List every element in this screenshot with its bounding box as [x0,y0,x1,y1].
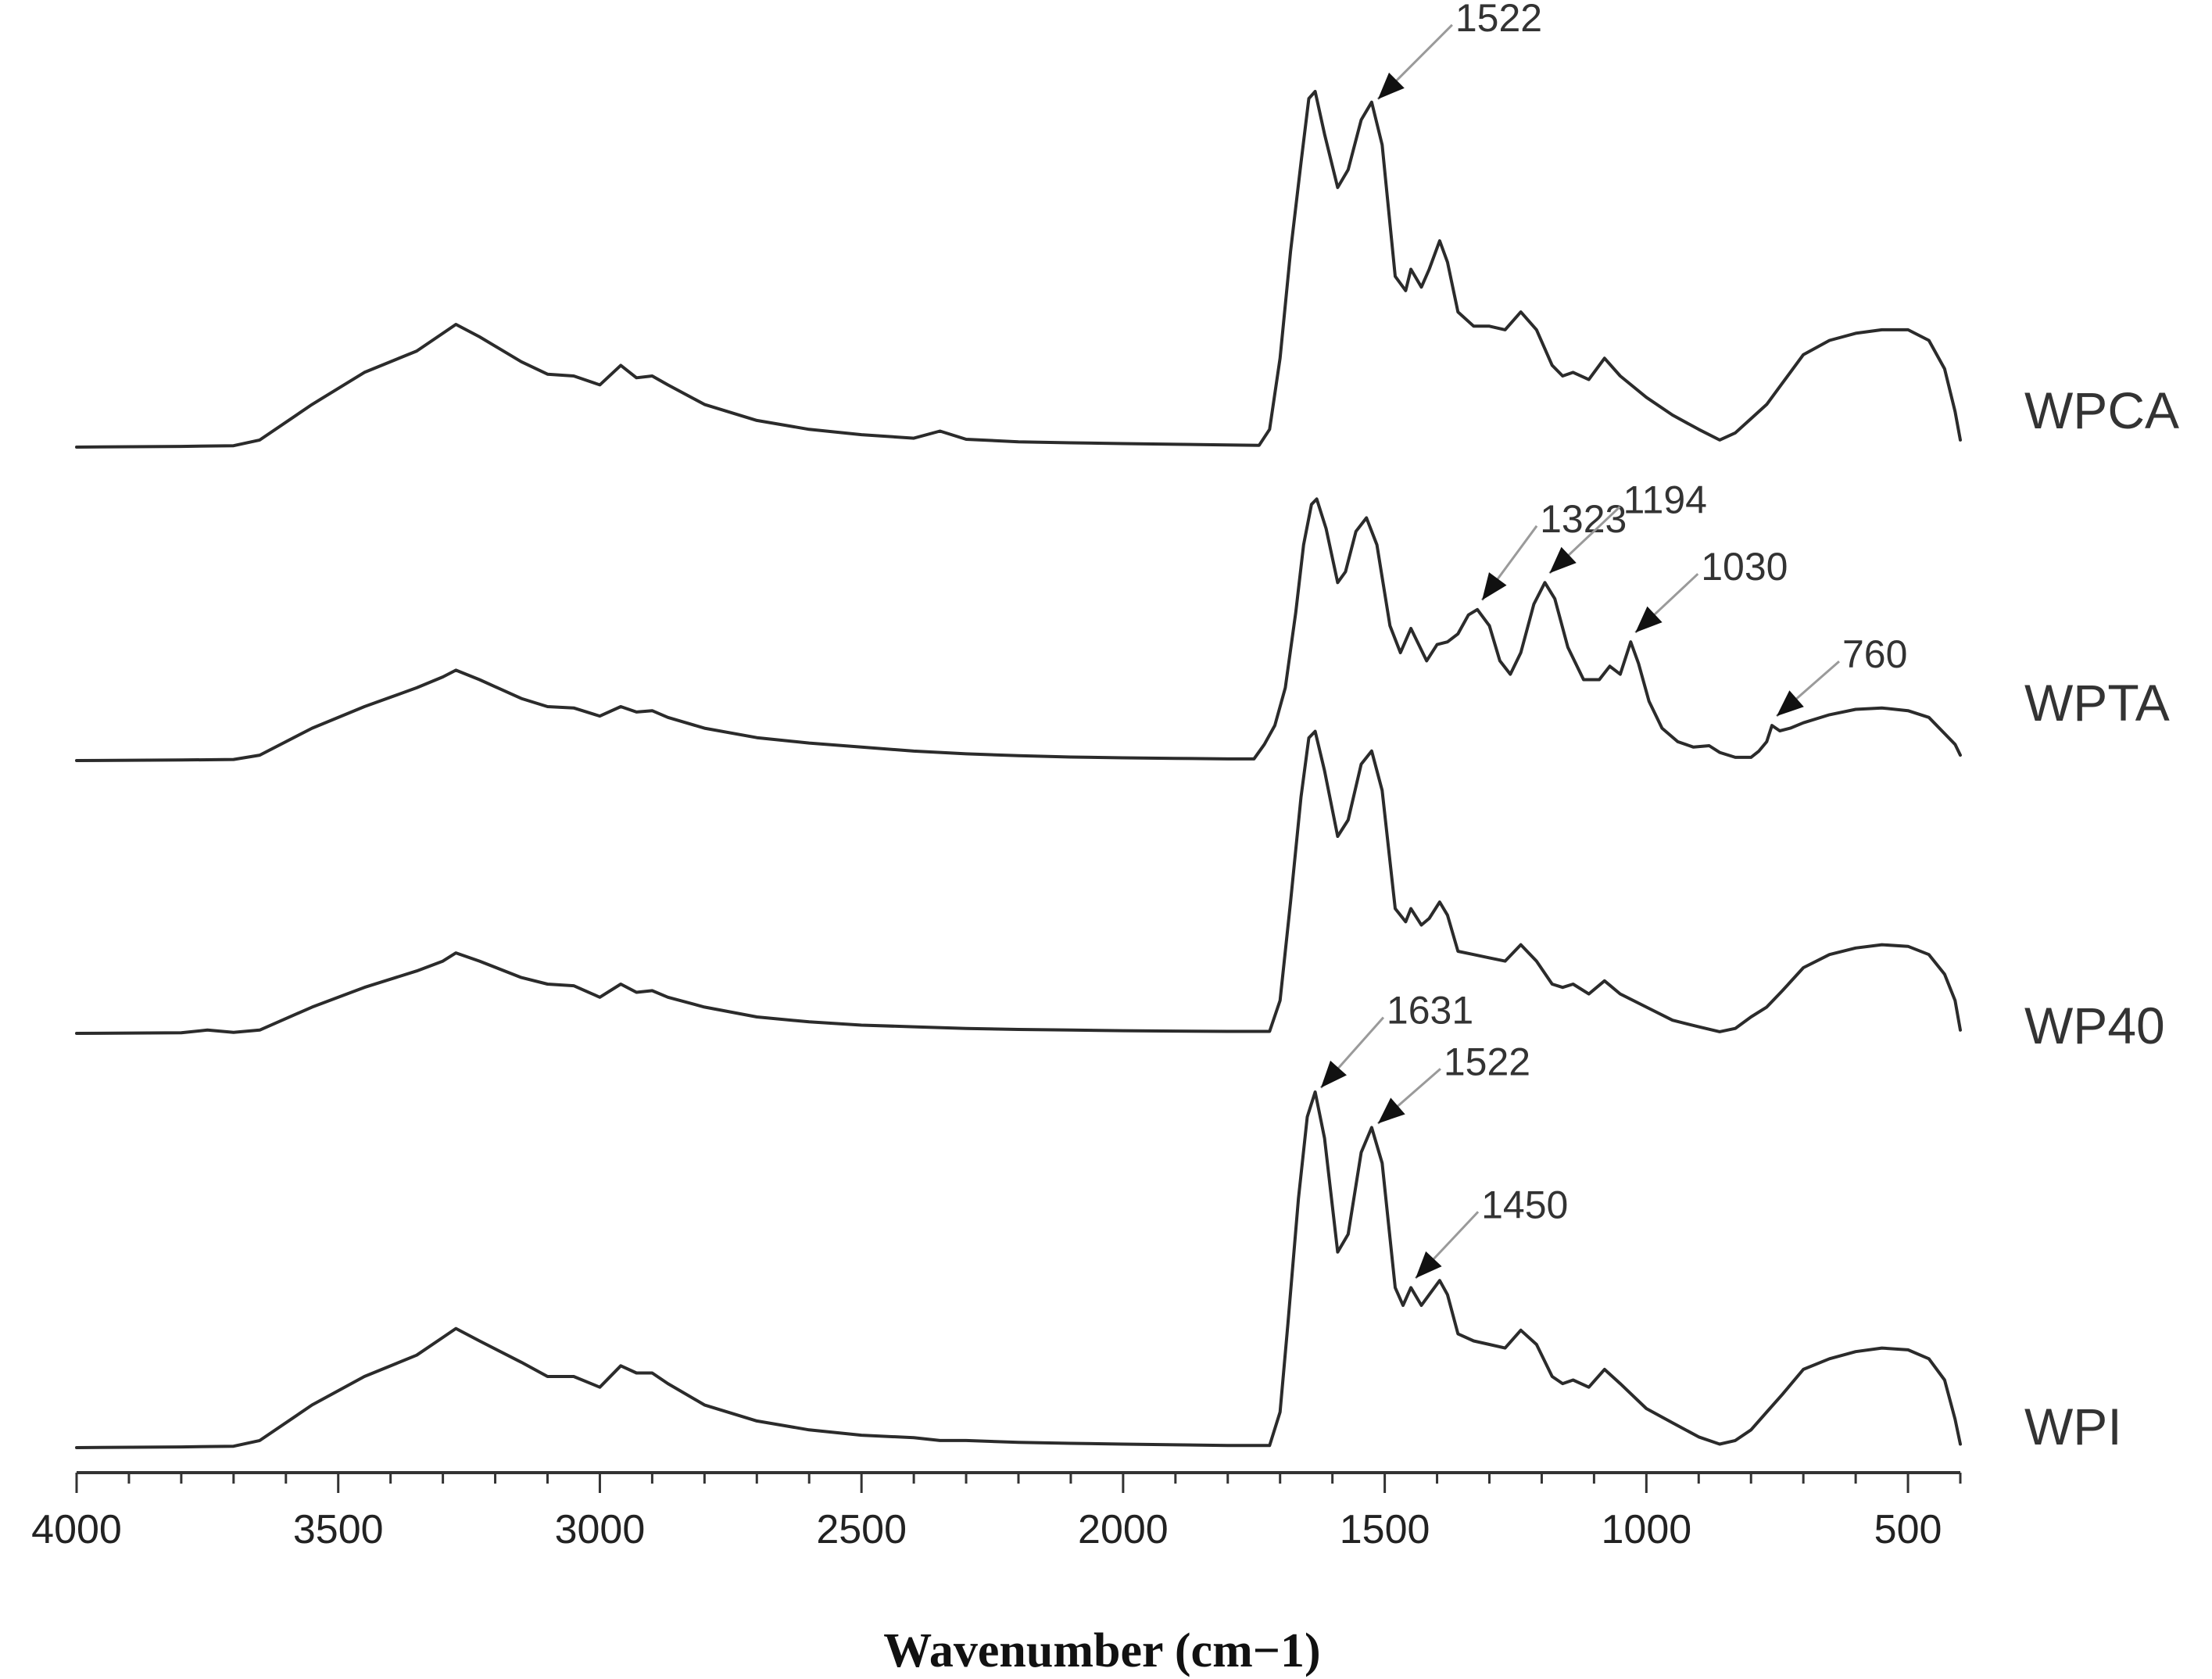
series-label-wpta: WPTA [2024,674,2170,732]
annotation-label: 1522 [1455,0,1542,40]
annotation-label: 1522 [1444,1040,1530,1083]
annotation-arrow-head [1416,1251,1442,1279]
series-label-layer: WPCA WPTA WP40 WPI [2024,381,2179,1455]
series-line-wpi [75,1090,1962,1449]
annotation-arrow-head [1377,72,1405,99]
x-axis: 4000 3500 3000 2500 2000 1500 1000 500 [31,1471,1962,1552]
x-tick-label-4000: 4000 [31,1507,122,1552]
x-tick-label-2500: 2500 [816,1507,907,1552]
x-tick-label-1500: 1500 [1340,1507,1430,1552]
series-line-wpta [75,497,1962,762]
annotation-arrow-head [1320,1060,1347,1088]
annotation-arrow-head [1377,1097,1405,1124]
x-tick-label-1000: 1000 [1601,1507,1691,1552]
annotation-wpi-1450: 1450 [1414,1183,1568,1280]
annotation-label: 760 [1842,632,1907,676]
annotation-arrow-head [1635,606,1663,633]
annotation-wpta-1030: 1030 [1634,545,1788,634]
annotation-wpi-1631: 1631 [1319,989,1473,1089]
x-tick-label-500: 500 [1874,1507,1942,1552]
series-line-wpca [75,90,1962,449]
series-label-wp40: WP40 [2024,997,2165,1054]
annotation-wpi-1522: 1522 [1376,1040,1530,1125]
series-label-wpi: WPI [2024,1398,2122,1455]
annotation-label: 1450 [1481,1183,1568,1226]
annotation-wpta-760: 760 [1776,632,1907,718]
x-axis-label: Wavenumber (cm−1) [883,1624,1320,1677]
annotation-arrow-head [1777,690,1804,717]
annotation-wpta-1323: 1323 [1480,497,1627,601]
x-tick-label-2000: 2000 [1078,1507,1169,1552]
annotation-arrow-head [1549,546,1577,574]
series-line-wp40 [75,729,1962,1035]
annotation-label: 1323 [1540,497,1627,541]
series-label-wpca: WPCA [2024,381,2179,439]
annotation-wpta-1194: 1194 [1548,478,1707,575]
x-tick-label-3500: 3500 [293,1507,384,1552]
annotation-wpca-1522: 1522 [1376,0,1542,100]
x-tick-label-3000: 3000 [555,1507,646,1552]
annotation-label: 1631 [1387,989,1473,1033]
annotation-label: 1194 [1623,478,1707,521]
series-layer [75,90,1962,1449]
annotation-label: 1030 [1701,545,1788,589]
annotation-arrow-head [1482,572,1507,600]
